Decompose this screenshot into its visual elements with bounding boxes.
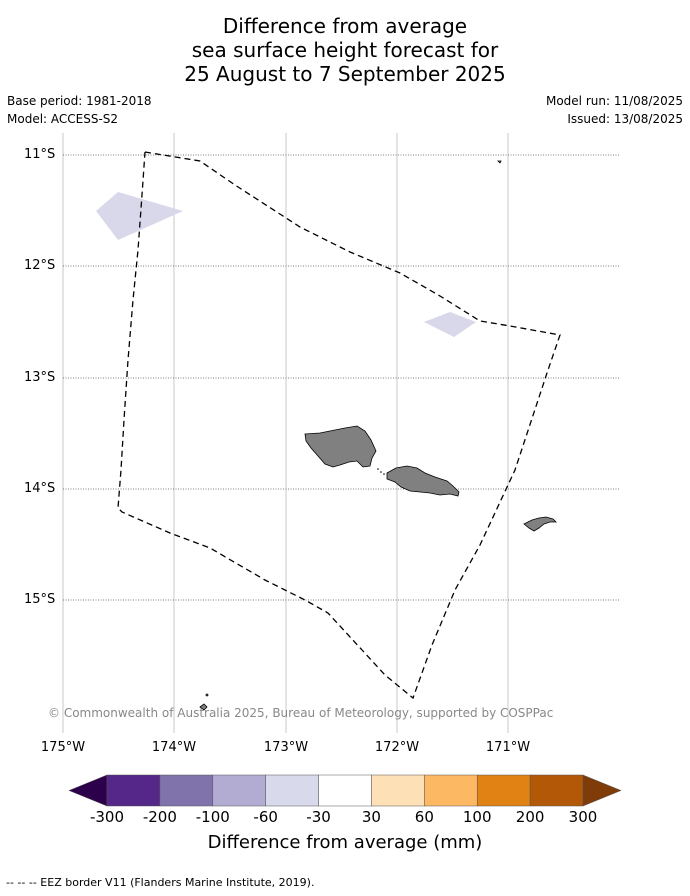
eez-footnote: -- -- -- EEZ border V11 (Flanders Marine… <box>6 876 315 889</box>
colorbar-tick-label: 300 <box>568 808 598 826</box>
lat-label: 14°S <box>24 481 56 496</box>
colorbar-segment <box>424 774 478 807</box>
colorbar-segment <box>371 774 425 807</box>
eez-border <box>117 151 561 700</box>
title-line-1: Difference from average <box>222 14 468 38</box>
colorbar-segment <box>212 774 266 807</box>
model-run: Model run: 11/08/2025 <box>545 94 683 108</box>
title-line-3: 25 August to 7 September 2025 <box>184 62 506 86</box>
title-line-2: sea surface height forecast for <box>191 38 499 62</box>
upolu-island <box>386 465 460 497</box>
colorbar-tick-label: -200 <box>142 808 177 826</box>
lat-label: 13°S <box>24 370 56 385</box>
colorbar-tick-label: -300 <box>89 808 125 826</box>
copyright-notice: © Commonwealth of Australia 2025, Bureau… <box>48 706 554 720</box>
colorbar <box>68 774 622 807</box>
islands <box>199 160 557 711</box>
longitude-gridlines <box>62 133 509 733</box>
colorbar-segment <box>529 774 584 807</box>
small-island-south <box>199 703 208 711</box>
islets <box>377 468 385 475</box>
colorbar-tick-label: 100 <box>462 808 492 826</box>
colorbar-extend-low <box>68 774 108 807</box>
lat-label: 12°S <box>24 258 56 273</box>
anomaly-patch-east <box>424 312 476 337</box>
small-island-dot-south <box>205 693 209 697</box>
lat-label: 11°S <box>24 147 56 162</box>
lon-label: 173°W <box>263 740 309 755</box>
colorbar-tick-label: 60 <box>414 808 434 826</box>
colorbar-tick-label: -30 <box>306 808 331 826</box>
lat-label: 15°S <box>24 592 56 607</box>
base-period: Base period: 1981-2018 <box>7 94 152 108</box>
lon-label: 172°W <box>374 740 420 755</box>
tutuila-island <box>523 516 557 532</box>
colorbar-tick-label: 200 <box>515 808 545 826</box>
colorbar-extend-high <box>582 774 622 807</box>
colorbar-tick-label: -100 <box>195 808 230 826</box>
chart-title: Difference from average sea surface heig… <box>0 14 690 86</box>
model-name: Model: ACCESS-S2 <box>7 112 119 126</box>
colorbar-segment <box>106 774 161 807</box>
savaii-island <box>304 425 377 468</box>
small-island-north <box>497 160 502 164</box>
lon-label: 174°W <box>151 740 197 755</box>
colorbar-tick-label: 30 <box>361 808 381 826</box>
anomaly-patch-west <box>96 192 183 240</box>
issued-date: Issued: 13/08/2025 <box>567 112 683 126</box>
colorbar-tick-label: -60 <box>253 808 278 826</box>
latitude-gridlines <box>63 154 620 601</box>
colorbar-segment <box>476 774 531 807</box>
lon-label: 171°W <box>485 740 531 755</box>
lon-label: 175°W <box>40 740 86 755</box>
colorbar-segment <box>265 774 319 807</box>
colorbar-segment <box>159 774 214 807</box>
colorbar-title: Difference from average (mm) <box>207 832 483 853</box>
colorbar-segment <box>318 774 372 807</box>
